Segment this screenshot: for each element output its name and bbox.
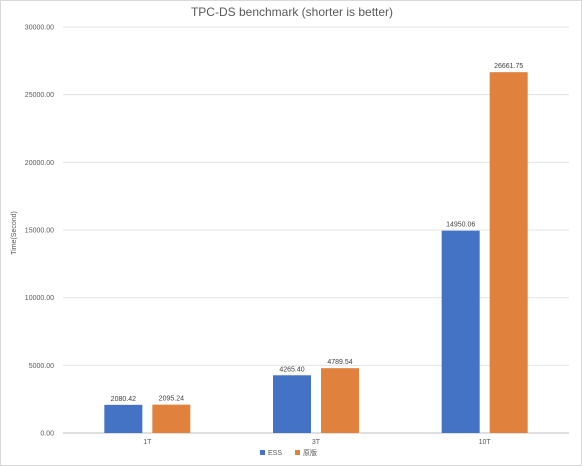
bar-ESS-1T: [104, 404, 143, 433]
y-axis-label: Time(Second): [11, 211, 18, 255]
bar-原版-3T: [321, 368, 359, 433]
y-tick-label: 30000.00: [25, 25, 54, 32]
data-label: 4265.40: [279, 366, 304, 373]
x-tick-label: 10T: [479, 439, 492, 446]
legend-swatch: [295, 450, 300, 455]
chart-title: TPC-DS benchmark (shorter is better): [191, 5, 393, 19]
data-labels: 2080.42 2095.24 4265.40 4789.54 14950.06 2666…: [111, 63, 524, 403]
y-tick-label: 5000.00: [29, 363, 54, 370]
data-label: 2095.24: [159, 396, 184, 403]
legend-label: ESS: [268, 450, 282, 457]
legend: ESS 原版: [260, 448, 317, 457]
data-label: 14950.06: [446, 222, 475, 229]
bar-ESS-3T: [273, 375, 311, 433]
legend-swatch: [260, 450, 265, 455]
data-label: 2080.42: [111, 396, 136, 403]
x-tick-label: 1T: [143, 439, 152, 446]
grid-lines: [63, 26, 569, 434]
bars: [104, 72, 528, 434]
legend-label: 原版: [303, 448, 317, 457]
y-tick-label: 10000.00: [25, 295, 54, 302]
y-tick-label: 15000.00: [25, 228, 54, 235]
y-tick-label: 25000.00: [25, 92, 54, 99]
data-label: 26661.75: [494, 63, 523, 70]
y-tick-label: 20000.00: [25, 160, 54, 167]
y-axis-ticks: 0.00 5000.00 10000.00 15000.00 20000.00 25000…: [25, 25, 54, 438]
bar-原版-1T: [152, 404, 191, 433]
y-tick-label: 0.00: [40, 431, 54, 438]
bar-ESS-10T: [441, 230, 480, 433]
data-label: 4789.54: [327, 359, 352, 366]
x-axis-ticks: 1T 3T 10T: [143, 439, 491, 446]
x-tick-label: 3T: [312, 439, 321, 446]
bar-原版-10T: [489, 72, 528, 434]
